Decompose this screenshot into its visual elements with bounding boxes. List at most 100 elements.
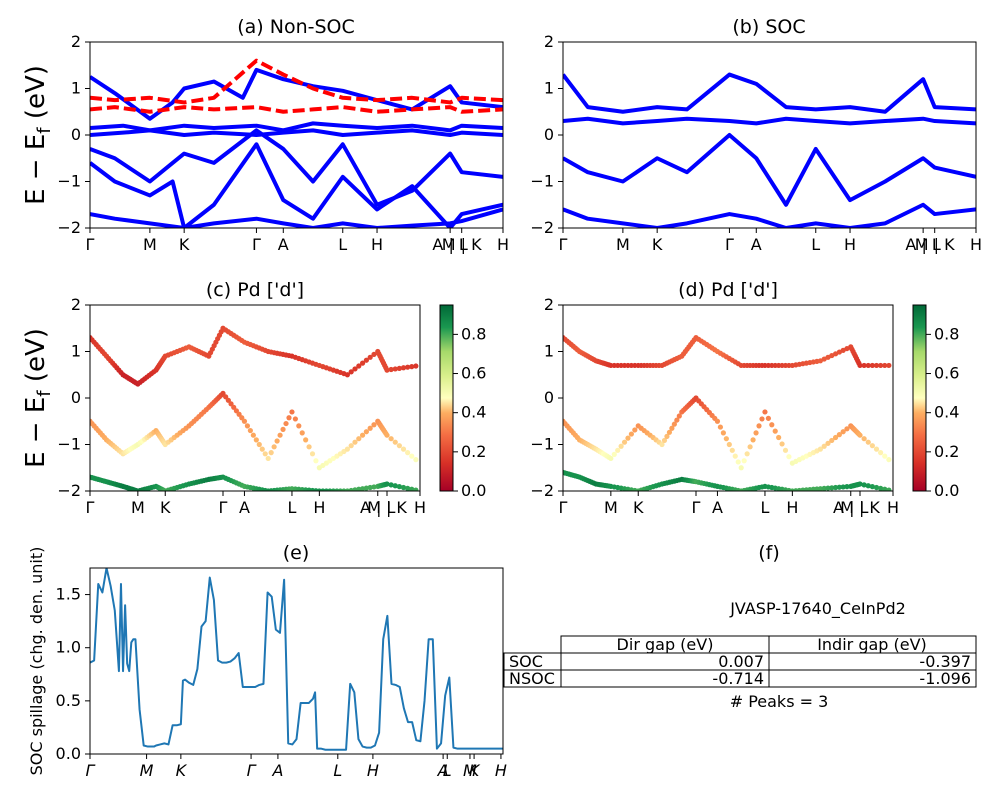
band-point: [857, 432, 863, 438]
band-point: [250, 432, 256, 438]
band-point: [352, 487, 358, 491]
band-point: [720, 430, 726, 436]
y-tick-label: −1: [530, 435, 554, 454]
table-cell-dir: -0.714: [712, 669, 764, 688]
band-point: [625, 435, 631, 441]
x-tick-label: K: [160, 498, 171, 517]
colorbar-tick-label: 0.4: [461, 403, 486, 422]
band-point: [861, 482, 867, 488]
band-point: [289, 409, 295, 415]
band-point: [367, 354, 373, 360]
band-point: [659, 441, 665, 448]
band-lines: [563, 72, 976, 228]
band-point: [352, 366, 358, 372]
band-point: [348, 443, 354, 449]
x-tick-label: M: [463, 761, 477, 780]
band-point: [873, 362, 880, 369]
y-tick-label: −1: [57, 172, 81, 191]
band-point: [666, 429, 673, 435]
band-line: [90, 105, 503, 114]
band-point: [265, 455, 271, 462]
y-tick-label: 0.0: [56, 744, 81, 763]
band-point: [765, 415, 771, 421]
band-point: [861, 436, 867, 442]
panel-c-ylabel: E − Ef (eV): [21, 328, 55, 468]
panel-d-title: (d) Pd ['d']: [678, 279, 778, 301]
band-point: [392, 483, 398, 489]
y-tick-label: 1.0: [56, 638, 81, 657]
x-tick-label: Γ: [86, 498, 95, 517]
x-tick-label: Γ: [692, 498, 701, 517]
band-point: [253, 437, 259, 443]
band-point: [344, 446, 350, 452]
axes-frame: [89, 304, 421, 492]
band-point: [611, 451, 617, 457]
x-tick-label: A: [239, 498, 250, 517]
band-point: [865, 439, 871, 445]
table-header-indir: Indir gap (eV): [817, 635, 927, 654]
colorbar-tick-label: 0.0: [461, 481, 486, 500]
band-point: [363, 357, 369, 363]
colorbar-tick-label: 0.8: [934, 324, 959, 343]
panel-c-colorbar-ticks: 0.0 0.2 0.4 0.6 0.8: [453, 324, 486, 500]
band-point: [844, 484, 850, 490]
x-tick-label: A: [437, 761, 449, 780]
band-point: [817, 486, 823, 491]
band-point: [392, 439, 398, 445]
x-tick-label: L: [811, 235, 820, 254]
band-line: [90, 128, 503, 137]
x-tick-label: A | L: [432, 235, 468, 254]
band-point: [396, 365, 402, 371]
band-point: [869, 443, 875, 449]
table-cell-indir: -0.397: [919, 652, 971, 671]
band-point: [817, 446, 824, 452]
material-id: JVASP-17640_CeInPd2: [729, 599, 906, 619]
y-tick-label: 2: [71, 32, 81, 51]
band-point: [409, 486, 415, 491]
band-point: [396, 484, 402, 490]
band-point: [352, 439, 358, 445]
band-point: [772, 428, 778, 434]
x-tick-label: L: [287, 498, 296, 517]
band-point: [359, 486, 366, 491]
band-point: [400, 484, 407, 491]
band-point: [857, 362, 863, 369]
band-point: [280, 426, 286, 432]
y-tick-label: −1: [57, 435, 81, 454]
colorbar-tick-label: 0.0: [934, 481, 959, 500]
band-point: [274, 438, 280, 444]
band-point: [396, 443, 402, 449]
y-tick-label: 1: [544, 79, 554, 98]
y-tick-label: 0: [544, 388, 554, 407]
y-tick-label: 1: [71, 79, 81, 98]
band-point: [259, 446, 265, 452]
x-tick-label: K: [633, 498, 644, 517]
x-tick-label: H: [844, 235, 856, 254]
band-point: [674, 417, 680, 423]
x-tick-label: M | K: [915, 235, 955, 254]
band-point: [405, 364, 411, 370]
band-lines: [90, 58, 503, 228]
x-tick-label: K: [469, 761, 481, 780]
x-tick-label: M | K: [840, 498, 880, 517]
band-point: [388, 366, 394, 373]
x-tick-label: H: [414, 498, 426, 517]
table-cell-indir: -1.096: [919, 669, 971, 688]
band-point: [886, 362, 892, 369]
band-point: [628, 431, 634, 437]
y-tick-label: −2: [530, 218, 554, 237]
x-tick-label: H: [887, 498, 899, 517]
panel-a-ylabel: E − Ef (eV): [21, 65, 55, 205]
y-tick-label: −2: [57, 481, 81, 500]
band-point: [886, 457, 892, 463]
y-tick-label: 1.5: [56, 585, 81, 604]
band-point: [747, 444, 753, 450]
x-tick-label: A: [271, 761, 283, 780]
band-point: [750, 437, 756, 443]
band-point: [756, 423, 762, 429]
x-tick-label: H: [313, 498, 325, 517]
band-point: [873, 484, 880, 491]
peaks-count: # Peaks = 3: [730, 692, 829, 711]
